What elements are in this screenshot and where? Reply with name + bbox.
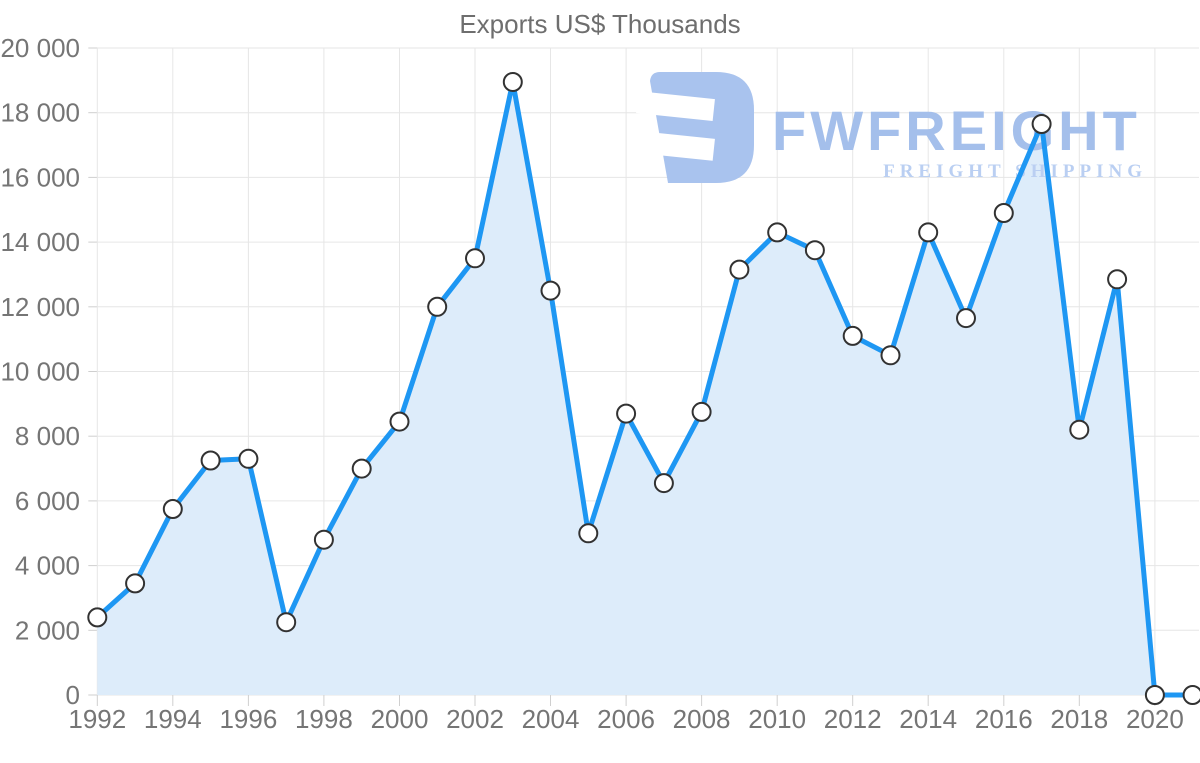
x-axis-label: 2014 bbox=[899, 704, 957, 734]
data-point-1998[interactable] bbox=[313, 529, 334, 550]
data-point-2003[interactable] bbox=[502, 72, 523, 92]
data-point-2010[interactable] bbox=[767, 222, 788, 243]
area-fill bbox=[97, 82, 1193, 695]
y-axis-label: 4 000 bbox=[15, 551, 80, 581]
y-axis-label: 20 000 bbox=[0, 33, 80, 63]
data-point-2005[interactable] bbox=[578, 523, 599, 544]
data-point-2017[interactable] bbox=[1031, 114, 1052, 134]
x-axis-label: 1994 bbox=[144, 704, 202, 734]
x-axis-label: 2000 bbox=[371, 704, 429, 734]
exports-series-line bbox=[94, 79, 1196, 698]
data-point-2013[interactable] bbox=[880, 345, 901, 366]
x-axis-label: 2002 bbox=[446, 704, 504, 734]
y-axis-label: 12 000 bbox=[0, 292, 80, 322]
logo-notch-top bbox=[636, 91, 715, 122]
y-axis-label: 16 000 bbox=[0, 162, 80, 192]
watermark-tagline-text: FREIGHT SHIPPING bbox=[883, 161, 1147, 182]
x-axis-label: 1992 bbox=[68, 704, 126, 734]
x-axis-label: 2018 bbox=[1050, 704, 1108, 734]
chart-title: Exports US$ Thousands bbox=[459, 9, 741, 39]
x-axis-label: 2012 bbox=[824, 704, 882, 734]
data-point-2000[interactable] bbox=[389, 411, 410, 432]
data-point-2021[interactable] bbox=[1182, 685, 1200, 705]
logo-notch-bottom bbox=[639, 131, 715, 161]
fwfreight-logo-icon bbox=[636, 72, 754, 183]
data-point-1993[interactable] bbox=[125, 573, 146, 594]
data-point-2011[interactable] bbox=[804, 240, 825, 261]
x-axis-label: 1996 bbox=[219, 704, 277, 734]
data-point-2012[interactable] bbox=[842, 325, 863, 346]
x-axis-label: 1998 bbox=[295, 704, 353, 734]
y-axis-label: 6 000 bbox=[15, 486, 80, 516]
x-axis-label: 2006 bbox=[597, 704, 655, 734]
logo-shape bbox=[650, 72, 754, 183]
data-point-2008[interactable] bbox=[691, 401, 712, 422]
x-axis-label: 2020 bbox=[1126, 704, 1184, 734]
y-axis-label: 0 bbox=[66, 680, 80, 710]
data-point-2020[interactable] bbox=[1144, 685, 1165, 705]
data-point-2018[interactable] bbox=[1069, 419, 1090, 440]
data-point-1992[interactable] bbox=[87, 607, 108, 628]
x-axis-label: 2010 bbox=[748, 704, 806, 734]
data-point-2006[interactable] bbox=[616, 403, 637, 424]
x-axis-label: 2016 bbox=[975, 704, 1033, 734]
y-axis-label: 10 000 bbox=[0, 357, 80, 387]
data-point-1997[interactable] bbox=[276, 612, 297, 633]
data-point-2001[interactable] bbox=[427, 296, 448, 317]
y-axis-label: 8 000 bbox=[15, 421, 80, 451]
x-axis-label: 2008 bbox=[673, 704, 731, 734]
y-axis-label: 14 000 bbox=[0, 227, 80, 257]
x-axis-label: 2004 bbox=[522, 704, 580, 734]
data-point-2014[interactable] bbox=[918, 222, 939, 243]
data-point-2015[interactable] bbox=[956, 308, 976, 329]
data-point-2002[interactable] bbox=[465, 248, 485, 269]
data-point-1999[interactable] bbox=[351, 458, 372, 479]
y-axis-label: 18 000 bbox=[0, 98, 80, 128]
data-point-2019[interactable] bbox=[1107, 269, 1128, 290]
data-point-2004[interactable] bbox=[540, 280, 561, 301]
data-point-1996[interactable] bbox=[238, 448, 259, 469]
data-point-2009[interactable] bbox=[729, 259, 750, 280]
data-point-1994[interactable] bbox=[162, 499, 183, 519]
y-axis-label: 2 000 bbox=[15, 615, 80, 645]
data-point-1995[interactable] bbox=[200, 450, 221, 471]
watermark-brand-text: FWFREIGHT bbox=[772, 99, 1141, 162]
data-point-2007[interactable] bbox=[653, 473, 674, 494]
data-point-2016[interactable] bbox=[993, 203, 1014, 223]
